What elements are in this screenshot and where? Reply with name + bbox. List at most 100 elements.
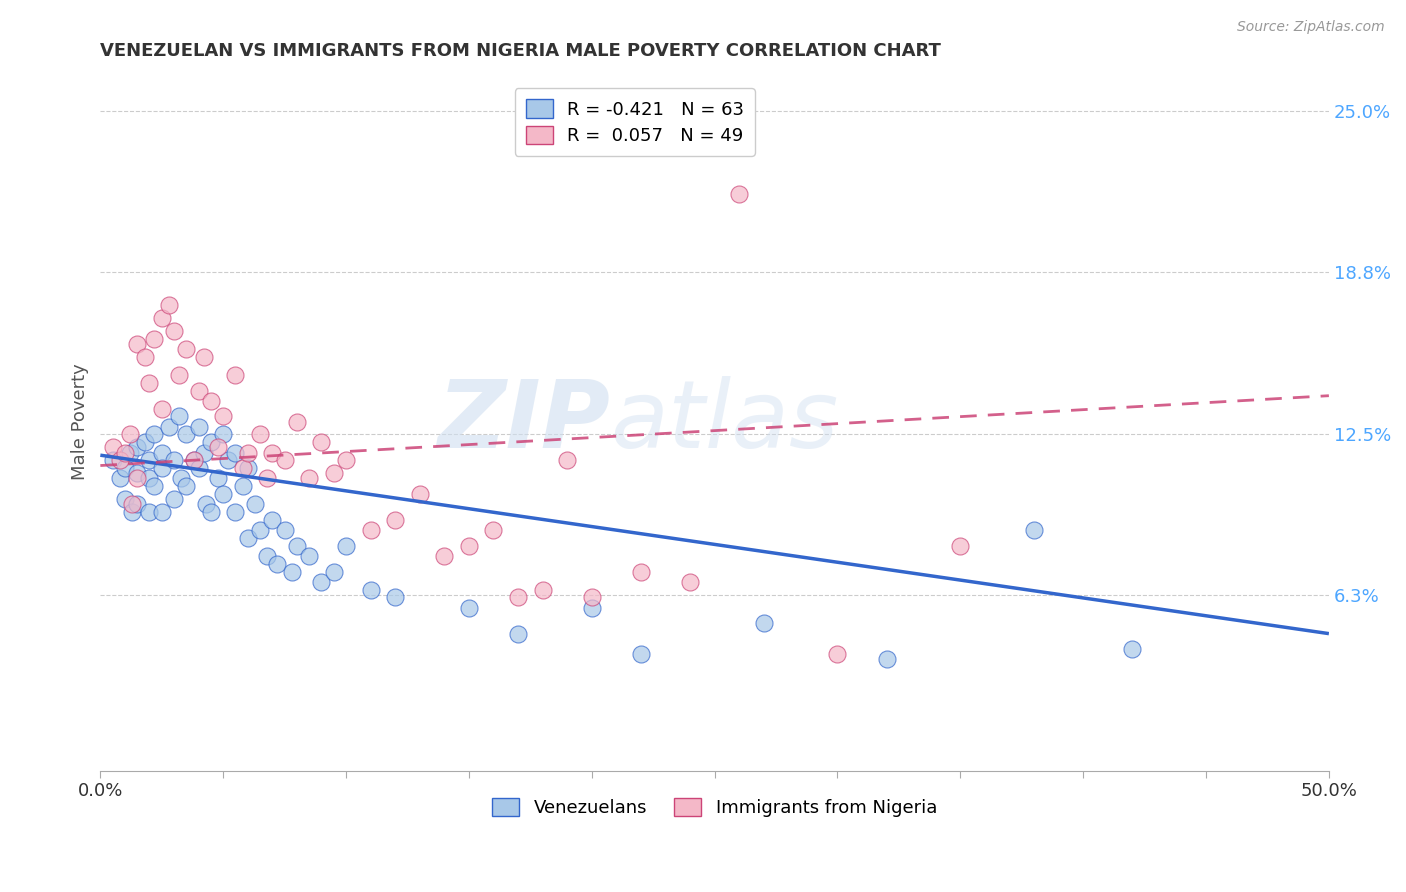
Text: ZIP: ZIP [437, 376, 610, 467]
Point [249, 427, 271, 442]
Point [232, 479, 254, 493]
Point [108, 471, 131, 485]
Point [176, 427, 198, 442]
Text: Source: ZipAtlas.com: Source: ZipAtlas.com [1237, 20, 1385, 34]
Point [224, 368, 246, 382]
Point [138, 453, 160, 467]
Point [506, 591, 529, 605]
Point [482, 523, 505, 537]
Point [728, 186, 751, 201]
Point [827, 648, 849, 662]
Point [138, 505, 160, 519]
Point [281, 565, 304, 579]
Point [335, 453, 357, 467]
Point [285, 539, 308, 553]
Point [949, 539, 972, 553]
Point [212, 409, 235, 424]
Legend: Venezuelans, Immigrants from Nigeria: Venezuelans, Immigrants from Nigeria [485, 790, 945, 824]
Point [876, 652, 898, 666]
Point [236, 445, 259, 459]
Point [127, 467, 149, 481]
Point [256, 549, 278, 563]
Point [360, 523, 382, 537]
Point [207, 471, 229, 485]
Point [630, 565, 652, 579]
Point [127, 471, 149, 485]
Point [143, 332, 166, 346]
Point [273, 523, 295, 537]
Point [506, 626, 529, 640]
Point [114, 492, 136, 507]
Point [187, 461, 209, 475]
Point [531, 582, 554, 597]
Point [298, 471, 321, 485]
Point [285, 415, 308, 429]
Point [273, 453, 295, 467]
Point [127, 441, 149, 455]
Point [581, 600, 603, 615]
Point [108, 453, 131, 467]
Point [138, 376, 160, 390]
Point [212, 427, 235, 442]
Point [384, 513, 406, 527]
Point [236, 461, 259, 475]
Point [236, 531, 259, 545]
Point [170, 471, 193, 485]
Point [232, 461, 254, 475]
Point [409, 487, 432, 501]
Point [143, 479, 166, 493]
Point [167, 368, 190, 382]
Point [183, 453, 205, 467]
Point [114, 461, 136, 475]
Point [183, 453, 205, 467]
Point [157, 298, 180, 312]
Point [118, 427, 141, 442]
Point [335, 539, 357, 553]
Point [256, 471, 278, 485]
Point [163, 324, 186, 338]
Point [150, 445, 173, 459]
Y-axis label: Male Poverty: Male Poverty [72, 363, 89, 480]
Point [360, 582, 382, 597]
Point [143, 427, 166, 442]
Point [1121, 642, 1143, 657]
Point [121, 505, 143, 519]
Point [114, 445, 136, 459]
Point [581, 591, 603, 605]
Point [134, 435, 156, 450]
Point [679, 574, 702, 589]
Text: VENEZUELAN VS IMMIGRANTS FROM NIGERIA MALE POVERTY CORRELATION CHART: VENEZUELAN VS IMMIGRANTS FROM NIGERIA MA… [100, 42, 941, 60]
Point [752, 616, 775, 631]
Point [127, 337, 149, 351]
Point [224, 505, 246, 519]
Point [195, 497, 218, 511]
Point [121, 497, 143, 511]
Point [384, 591, 406, 605]
Point [266, 557, 288, 571]
Point [167, 409, 190, 424]
Point [187, 384, 209, 398]
Point [176, 342, 198, 356]
Point [322, 467, 344, 481]
Point [433, 549, 456, 563]
Point [176, 479, 198, 493]
Point [262, 513, 284, 527]
Point [118, 445, 141, 459]
Point [249, 523, 271, 537]
Point [217, 453, 239, 467]
Point [207, 441, 229, 455]
Point [150, 461, 173, 475]
Point [458, 539, 481, 553]
Point [311, 574, 333, 589]
Point [212, 487, 235, 501]
Point [150, 505, 173, 519]
Point [262, 445, 284, 459]
Point [163, 453, 186, 467]
Point [298, 549, 321, 563]
Point [311, 435, 333, 450]
Point [193, 445, 215, 459]
Point [101, 453, 124, 467]
Point [127, 497, 149, 511]
Point [200, 393, 222, 408]
Point [157, 419, 180, 434]
